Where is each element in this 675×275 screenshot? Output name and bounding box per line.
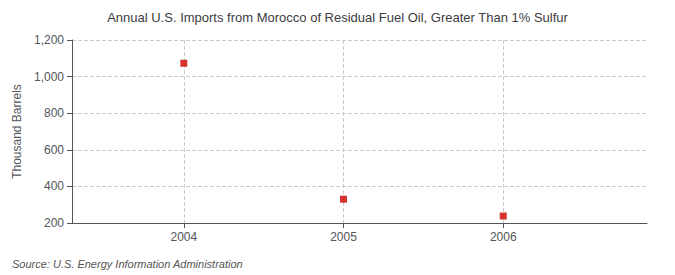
svg-text:1,200: 1,200 — [34, 33, 64, 47]
svg-text:600: 600 — [44, 143, 64, 157]
svg-text:Thousand Barrels: Thousand Barrels — [10, 84, 24, 179]
svg-text:Annual U.S. Imports from Moroc: Annual U.S. Imports from Morocco of Resi… — [107, 10, 568, 25]
svg-text:2005: 2005 — [330, 230, 357, 244]
svg-text:1,000: 1,000 — [34, 70, 64, 84]
svg-text:400: 400 — [44, 179, 64, 193]
svg-text:200: 200 — [44, 216, 64, 230]
svg-text:2004: 2004 — [170, 230, 197, 244]
svg-text:Source: U.S. Energy Informatio: Source: U.S. Energy Information Administ… — [12, 258, 243, 270]
svg-text:2006: 2006 — [490, 230, 517, 244]
svg-text:800: 800 — [44, 106, 64, 120]
